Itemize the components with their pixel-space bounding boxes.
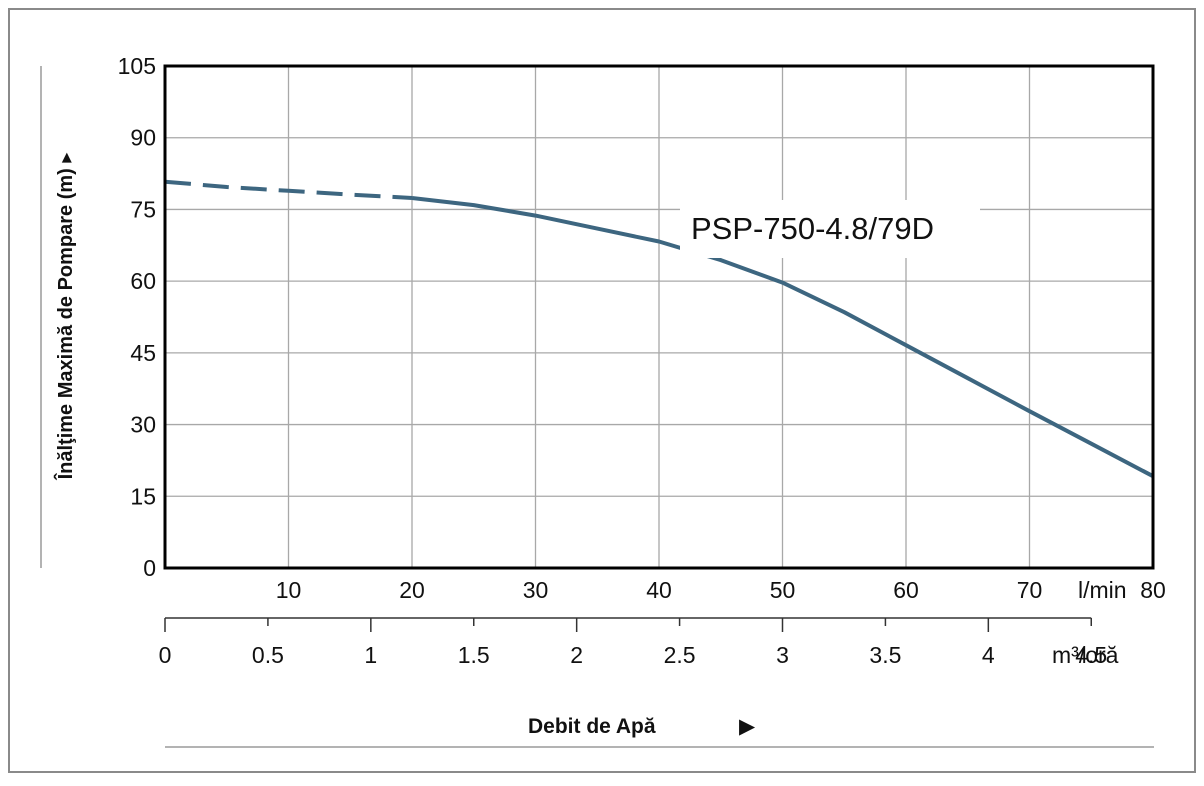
axis-layer: 0 15 30 45 60 75 90 105 10 20 30 40 50 60 70 80 0 0.5 1 1.5… — [118, 53, 1166, 668]
y-tick-label-30: 30 — [130, 412, 156, 438]
x-tick-label-lmin-40: 40 — [646, 577, 672, 603]
x-tick-label-m3-3: 3 — [776, 642, 789, 668]
x-unit-m3: m³/oră — [1052, 642, 1119, 668]
y-tick-label-105: 105 — [118, 53, 156, 79]
y-tick-label-75: 75 — [130, 196, 156, 222]
y-tick-label-90: 90 — [130, 125, 156, 151]
x-tick-label-lmin-70: 70 — [1017, 577, 1043, 603]
y-tick-label-15: 15 — [130, 483, 156, 509]
y-tick-label-0: 0 — [143, 555, 156, 581]
x-tick-label-lmin-20: 20 — [399, 577, 425, 603]
x-tick-label-m3-4.5: 4.5 — [1075, 642, 1107, 668]
x-tick-label-lmin-60: 60 — [893, 577, 919, 603]
grid-layer — [165, 66, 1153, 568]
x-tick-label-m3-1.5: 1.5 — [458, 642, 490, 668]
x-axis-title-arrow: ▶ — [739, 715, 756, 738]
pump-curve-solid-segment — [411, 196, 1154, 478]
plot-frame — [163, 64, 1155, 570]
x-tick-label-lmin-50: 50 — [770, 577, 796, 603]
pump-curve-dashed-segment — [164, 179, 413, 200]
x-tick-label-m3-1: 1 — [364, 642, 377, 668]
x-tick-label-m3-2: 2 — [570, 642, 583, 668]
y-axis-label: Înălţime Maximă de Pompare (m) ▸ — [53, 153, 77, 481]
curve-label-background — [680, 200, 980, 258]
x-tick-label-m3-4: 4 — [982, 642, 995, 668]
x-unit-lmin: l/min — [1078, 577, 1127, 603]
x-tick-label-lmin-30: 30 — [523, 577, 549, 603]
x-axis-title: Debit de Apă — [528, 715, 656, 738]
curve-label: PSP-750-4.8/79D — [691, 211, 934, 246]
x-tick-label-m3-2.5: 2.5 — [664, 642, 696, 668]
x-tick-label-lmin-80: 80 — [1140, 577, 1166, 603]
x-tick-label-m3-0: 0 — [159, 642, 172, 668]
y-tick-label-60: 60 — [130, 268, 156, 294]
x-tick-label-m3-3.5: 3.5 — [869, 642, 901, 668]
y-tick-label-45: 45 — [130, 340, 156, 366]
series-layer — [164, 179, 1154, 478]
x-tick-label-lmin-10: 10 — [276, 577, 302, 603]
x-tick-label-m3-0.5: 0.5 — [252, 642, 284, 668]
